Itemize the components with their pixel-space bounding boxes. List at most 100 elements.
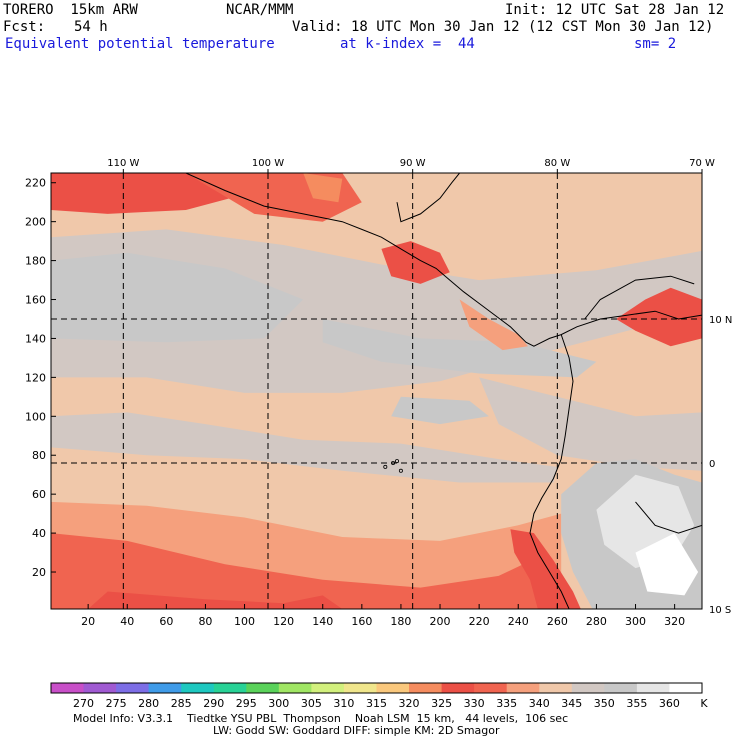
model-info-line1: Model Info: V3.3.1 Tiedtke YSU PBL Thomp… <box>73 712 569 725</box>
galapagos-island <box>383 464 388 469</box>
x-tick-label: 300 <box>625 615 646 628</box>
y-tick-label: 140 <box>25 332 46 345</box>
colorbar-frame <box>50 682 703 694</box>
forecast-hour: 54 h <box>74 19 108 35</box>
coast-caribbean <box>584 275 695 320</box>
colorbar-swatch <box>278 683 312 693</box>
colorbar-swatch <box>539 683 573 693</box>
longitude-label: 80 W <box>544 158 570 169</box>
x-tick-label: 320 <box>664 615 685 628</box>
lat-lon-grid <box>51 173 702 609</box>
smoothing-label: sm= 2 <box>634 36 677 52</box>
colorbar-swatch <box>343 683 377 693</box>
colorbar-swatch <box>474 683 508 693</box>
x-tick-label: 140 <box>312 615 333 628</box>
coast-yucatan <box>396 173 460 223</box>
colorbar-swatch <box>311 683 345 693</box>
y-tick-label: 40 <box>32 527 46 540</box>
colorbar-label: 335 <box>496 697 517 710</box>
colorbar-swatch <box>636 683 670 693</box>
colorbar-swatch <box>116 683 150 693</box>
x-axis: 20 40 60 80 100 120 140 160 180 200 220 240 260 280 30… <box>81 604 685 628</box>
forecast-label: Fcst: <box>3 19 46 35</box>
colorbar-label: 315 <box>366 697 387 710</box>
centam-340 <box>459 299 528 351</box>
band-350-equator <box>51 412 558 483</box>
colorbar-label: 270 <box>73 697 94 710</box>
x-tick-label: 280 <box>586 615 607 628</box>
organization: NCAR/MMM <box>226 2 294 18</box>
y-tick-label: 220 <box>25 177 46 190</box>
x-tick-label: 100 <box>234 615 255 628</box>
colorbar-label: 300 <box>268 697 289 710</box>
plot-frame <box>50 172 703 610</box>
colorbar-label: 340 <box>529 697 550 710</box>
colorbar-label: 295 <box>236 697 257 710</box>
valid-time: Valid: 18 UTC Mon 30 Jan 12 (12 CST Mon … <box>292 19 714 35</box>
colorbar-unit: K <box>700 697 708 710</box>
latitude-label: 10 N <box>709 315 732 326</box>
colorbar-swatch <box>213 683 247 693</box>
colorbar-label: 320 <box>399 697 420 710</box>
latitude-label: 0 <box>709 459 715 470</box>
x-tick-label: 160 <box>351 615 372 628</box>
coastal-strip <box>510 529 581 609</box>
colorbar-label: 350 <box>594 697 615 710</box>
border-inland <box>635 501 702 534</box>
caribbean-330 <box>616 287 702 347</box>
mexico-325 <box>303 173 343 203</box>
x-tick-label: 220 <box>469 615 490 628</box>
colorbar-label: 275 <box>106 697 127 710</box>
x-tick-label: 200 <box>430 615 451 628</box>
colorbar-label: 290 <box>203 697 224 710</box>
colorbar-label: 360 <box>659 697 680 710</box>
model-info-line2: LW: Godd SW: Goddard DIFF: simple KM: 2D… <box>213 724 500 737</box>
colorbar-label: 310 <box>333 697 354 710</box>
longitude-label: 70 W <box>689 158 715 169</box>
longitude-label: 100 W <box>252 158 284 169</box>
temperature-field <box>51 173 702 609</box>
colorbar-swatch <box>246 683 280 693</box>
band-330-south <box>88 591 343 609</box>
y-tick-label: 200 <box>25 216 46 229</box>
x-tick-label: 60 <box>159 615 173 628</box>
colorbar-swatch <box>83 683 117 693</box>
x-tick-label: 180 <box>390 615 411 628</box>
colorbar-label: 330 <box>464 697 485 710</box>
y-tick-label: 160 <box>25 294 46 307</box>
y-tick-label: 60 <box>32 488 46 501</box>
latitude-label: 10 S <box>709 605 731 616</box>
colorbar-swatch <box>571 683 605 693</box>
colorbar-swatch <box>441 683 475 693</box>
colorbar-swatch <box>409 683 442 693</box>
latitude-labels: 10 N 0 10 S <box>709 315 732 616</box>
model-name: TORERO 15km ARW <box>3 2 138 18</box>
level-label: at k-index = 44 <box>340 36 475 52</box>
colorbar-swatch <box>376 683 410 693</box>
x-tick-label: 40 <box>120 615 134 628</box>
x-tick-label: 20 <box>81 615 95 628</box>
y-tick-label: 180 <box>25 255 46 268</box>
y-tick-label: 20 <box>32 566 46 579</box>
mexico-330 <box>51 173 245 214</box>
y-tick-label: 120 <box>25 371 46 384</box>
colorbar-swatch <box>51 683 84 693</box>
coast-south-america <box>529 334 574 609</box>
x-tick-label: 80 <box>198 615 212 628</box>
init-time: Init: 12 UTC Sat 28 Jan 12 <box>505 2 725 18</box>
x-tick-label: 260 <box>547 615 568 628</box>
colorbar: 270 275 280 285 290 295 300 305 310 315 320 325 330 3… <box>50 682 708 710</box>
field-title: Equivalent potential temperature <box>5 36 275 52</box>
colorbar-label: 345 <box>561 697 582 710</box>
colorbar-swatch <box>604 683 638 693</box>
band-335-south <box>51 533 562 609</box>
colorbar-label: 325 <box>431 697 452 710</box>
band-355-a <box>51 252 304 343</box>
colorbar-swatch <box>148 683 182 693</box>
y-tick-label: 100 <box>25 410 46 423</box>
band-350-east <box>479 377 702 471</box>
band-355-b <box>322 319 597 378</box>
longitude-label: 110 W <box>107 158 139 169</box>
colorbar-label: 305 <box>301 697 322 710</box>
